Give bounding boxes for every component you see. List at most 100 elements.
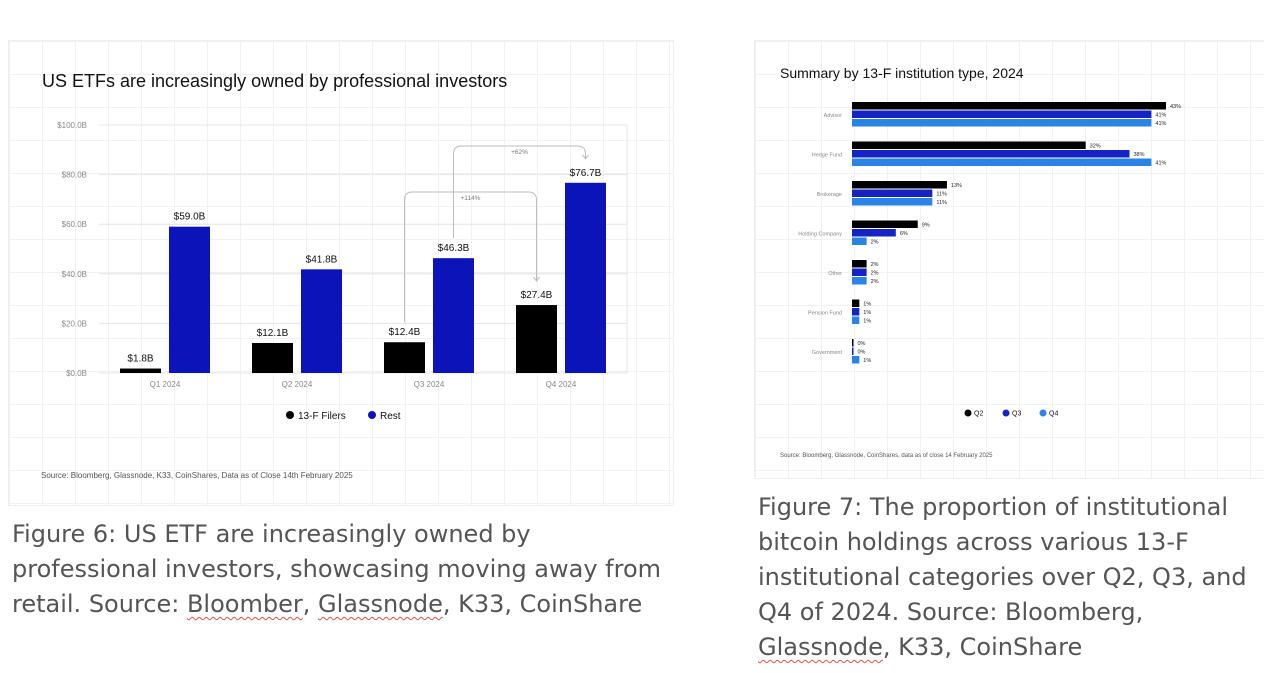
legend-label: 13-F Filers	[298, 411, 346, 422]
data-label: 38%	[1133, 152, 1144, 158]
figure-6-chart: US ETFs are increasingly owned by profes…	[41, 71, 628, 480]
legend-label: Q2	[974, 411, 983, 418]
data-label: 32%	[1090, 144, 1101, 150]
x-tick-label: Q1 2024	[150, 380, 181, 389]
data-label: 43%	[1170, 104, 1181, 110]
y-tick-label: $60.0B	[62, 220, 87, 229]
x-tick-label: Q4 2024	[546, 380, 577, 389]
caption-text: , K33, CoinShare	[882, 633, 1083, 661]
data-label: $59.0B	[174, 212, 206, 223]
category-label: Brokerage	[817, 192, 842, 198]
category-label: Pension Fund	[808, 310, 842, 316]
data-label: 2%	[871, 279, 879, 285]
y-tick-label: $100.0B	[57, 121, 87, 130]
data-label: $76.7B	[570, 168, 602, 179]
bar-rest	[433, 258, 474, 373]
legend-marker	[368, 411, 376, 419]
bar-q2	[852, 181, 947, 189]
data-label: 1%	[863, 319, 871, 325]
y-tick-label: $20.0B	[62, 319, 87, 328]
data-label: 9%	[922, 223, 930, 229]
data-label: 2%	[871, 262, 879, 268]
bar-q2	[852, 220, 918, 228]
data-label: $46.3B	[438, 243, 470, 254]
annotation-arrowhead	[533, 276, 540, 282]
chart-title: Summary by 13-F institution type, 2024	[780, 65, 1024, 81]
bar-rest	[169, 226, 210, 373]
bar-q3	[852, 308, 860, 316]
data-label: 0%	[858, 350, 866, 356]
figure-7-chart: Summary by 13-F institution type, 2024 Ad…	[780, 65, 1181, 459]
legend-marker	[964, 409, 972, 417]
bar-q2	[852, 260, 867, 268]
bar-q3	[852, 268, 867, 276]
figure-6-caption: Figure 6: US ETF are increasingly owned …	[12, 517, 672, 622]
category-label: Government	[812, 350, 843, 356]
data-label: $1.8B	[127, 354, 153, 365]
bar-13-f-filers	[120, 368, 161, 373]
source-note: Source: Bloomberg, Glassnode, CoinShares…	[780, 453, 993, 459]
misspelled-word: Glassnode	[758, 633, 883, 661]
figure-7-panel: Summary by 13-F institution type, 2024 Ad…	[754, 40, 1264, 479]
data-label: $12.1B	[257, 328, 289, 339]
bar-q4	[852, 316, 860, 324]
data-label: 2%	[871, 271, 879, 277]
data-label: $27.4B	[521, 290, 553, 301]
figure-7-caption: Figure 7: The proportion of institutiona…	[758, 490, 1264, 665]
bar-q4	[852, 198, 933, 206]
legend-marker	[286, 411, 294, 419]
chart-title: US ETFs are increasingly owned by profes…	[42, 71, 507, 91]
bar-q2	[852, 141, 1086, 149]
category-label: Hedge Fund	[812, 152, 842, 158]
x-tick-label: Q2 2024	[282, 380, 313, 389]
data-label: 11%	[936, 192, 947, 198]
legend-marker	[1002, 409, 1010, 417]
data-label: 13%	[951, 183, 962, 189]
bar-q3	[852, 110, 1152, 118]
data-label: 41%	[1155, 161, 1166, 167]
bar-13-f-filers	[252, 342, 293, 373]
bar-q3	[852, 229, 896, 237]
legend-label: Rest	[380, 411, 401, 422]
legend-label: Q3	[1012, 411, 1021, 418]
data-label: 0%	[858, 341, 866, 347]
annotation-bracket	[453, 145, 586, 239]
annotation-bracket	[404, 191, 537, 323]
category-label: Advisor	[824, 113, 843, 119]
y-tick-label: $0.0B	[66, 369, 87, 378]
source-note: Source: Bloomberg, Glassnode, K33, CoinS…	[41, 471, 353, 480]
data-label: 41%	[1155, 113, 1166, 119]
data-label: 6%	[900, 231, 908, 237]
data-label: 1%	[863, 302, 871, 308]
bar-rest	[301, 269, 342, 373]
annotation-label: +114%	[461, 195, 481, 202]
caption-text: Figure 6: US ETF are increasingly owned …	[12, 520, 662, 618]
bar-13-f-filers	[384, 342, 425, 373]
bar-q2	[852, 299, 860, 307]
bar-q3	[852, 150, 1130, 158]
annotation-label: +62%	[511, 149, 528, 156]
misspelled-word: Bloomber	[186, 590, 303, 618]
bar-13-f-filers	[516, 305, 557, 373]
bar-q3	[852, 347, 854, 355]
category-label: Holding Company	[798, 231, 842, 237]
annotation-arrowhead	[582, 154, 589, 160]
bar-q2	[852, 339, 854, 347]
bar-q4	[852, 158, 1152, 166]
x-tick-label: Q3 2024	[414, 380, 445, 389]
y-tick-label: $80.0B	[62, 171, 87, 180]
bar-q4	[852, 277, 867, 285]
data-label: 1%	[863, 310, 871, 316]
bar-q4	[852, 237, 867, 245]
data-label: 1%	[863, 358, 871, 364]
data-label: $41.8B	[306, 254, 338, 265]
data-label: 11%	[936, 200, 947, 206]
data-label: 2%	[871, 240, 879, 246]
legend-label: Q4	[1049, 411, 1058, 418]
data-label: 41%	[1155, 121, 1166, 127]
caption-text: , K33, CoinShare	[442, 590, 643, 618]
bar-rest	[565, 182, 606, 373]
y-tick-label: $40.0B	[62, 270, 87, 279]
caption-text: ,	[302, 590, 318, 618]
bar-q2	[852, 102, 1166, 110]
